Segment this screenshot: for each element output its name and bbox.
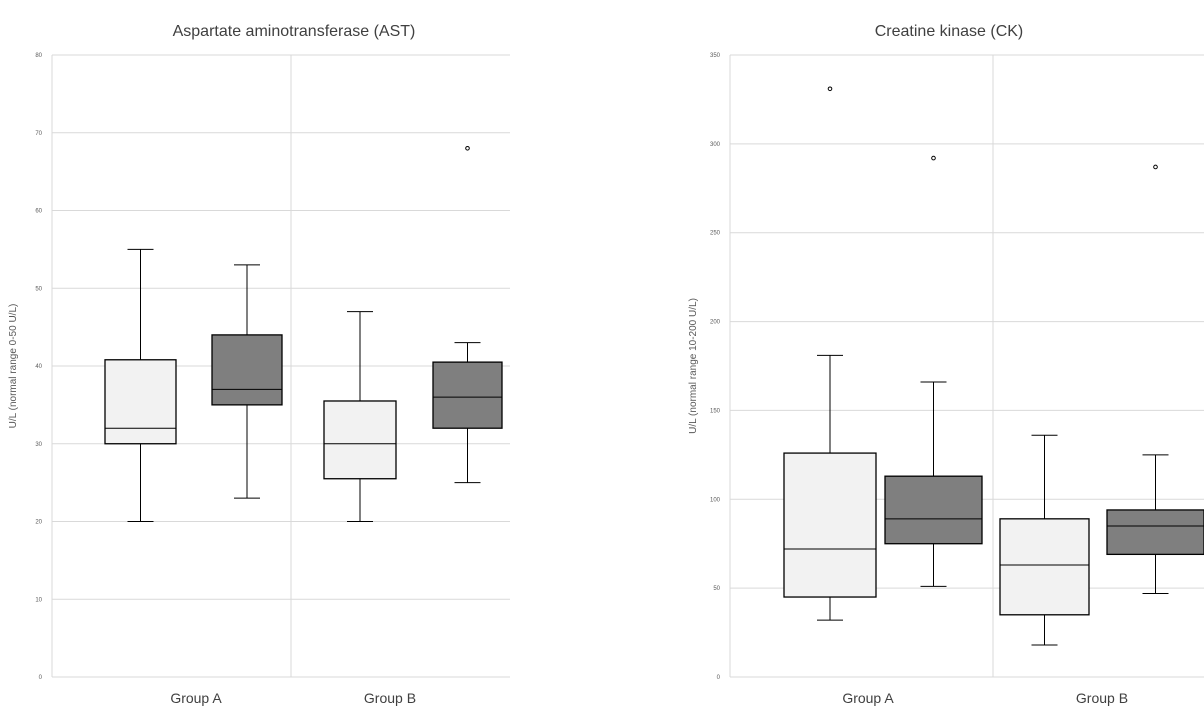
category-label: Group A: [170, 690, 222, 706]
y-tick-label: 100: [710, 497, 721, 503]
y-tick-label: 30: [35, 442, 42, 448]
box-iqr: [1106, 509, 1204, 556]
y-axis-label: U/L (normal range 0-50 U/L): [8, 304, 19, 429]
y-tick-label: 80: [35, 53, 42, 59]
outlier-point: [827, 86, 833, 92]
category-label: Group A: [842, 690, 894, 706]
box-iqr: [323, 400, 397, 480]
y-tick-label: 20: [35, 520, 42, 526]
box-iqr: [884, 475, 983, 545]
box-iqr: [104, 359, 177, 445]
y-tick-label: 300: [710, 142, 721, 148]
y-axis-label: U/L (normal range 10-200 U/L): [688, 298, 699, 434]
box-iqr: [432, 361, 503, 429]
box-iqr: [783, 452, 877, 598]
y-tick-label: 10: [35, 597, 42, 603]
y-tick-label: 150: [710, 408, 721, 414]
y-tick-label: 250: [710, 231, 721, 237]
category-label: Group B: [1076, 690, 1128, 706]
outlier-point: [1153, 164, 1158, 170]
outlier-point: [931, 155, 936, 161]
box-iqr: [211, 334, 283, 406]
y-tick-label: 0: [39, 675, 43, 681]
outlier-point: [465, 146, 470, 151]
y-tick-label: 50: [35, 286, 42, 292]
box-iqr: [999, 518, 1090, 616]
chart-title: Aspartate aminotransferase (AST): [173, 23, 416, 40]
y-tick-label: 350: [710, 53, 721, 59]
y-tick-label: 70: [35, 131, 42, 137]
y-tick-label: 40: [35, 364, 42, 370]
y-tick-label: 60: [35, 209, 42, 215]
y-tick-label: 200: [710, 320, 721, 326]
category-label: Group B: [364, 690, 416, 706]
chart-title: Creatine kinase (CK): [875, 23, 1024, 40]
y-tick-label: 50: [713, 586, 720, 592]
y-tick-label: 0: [717, 675, 721, 681]
